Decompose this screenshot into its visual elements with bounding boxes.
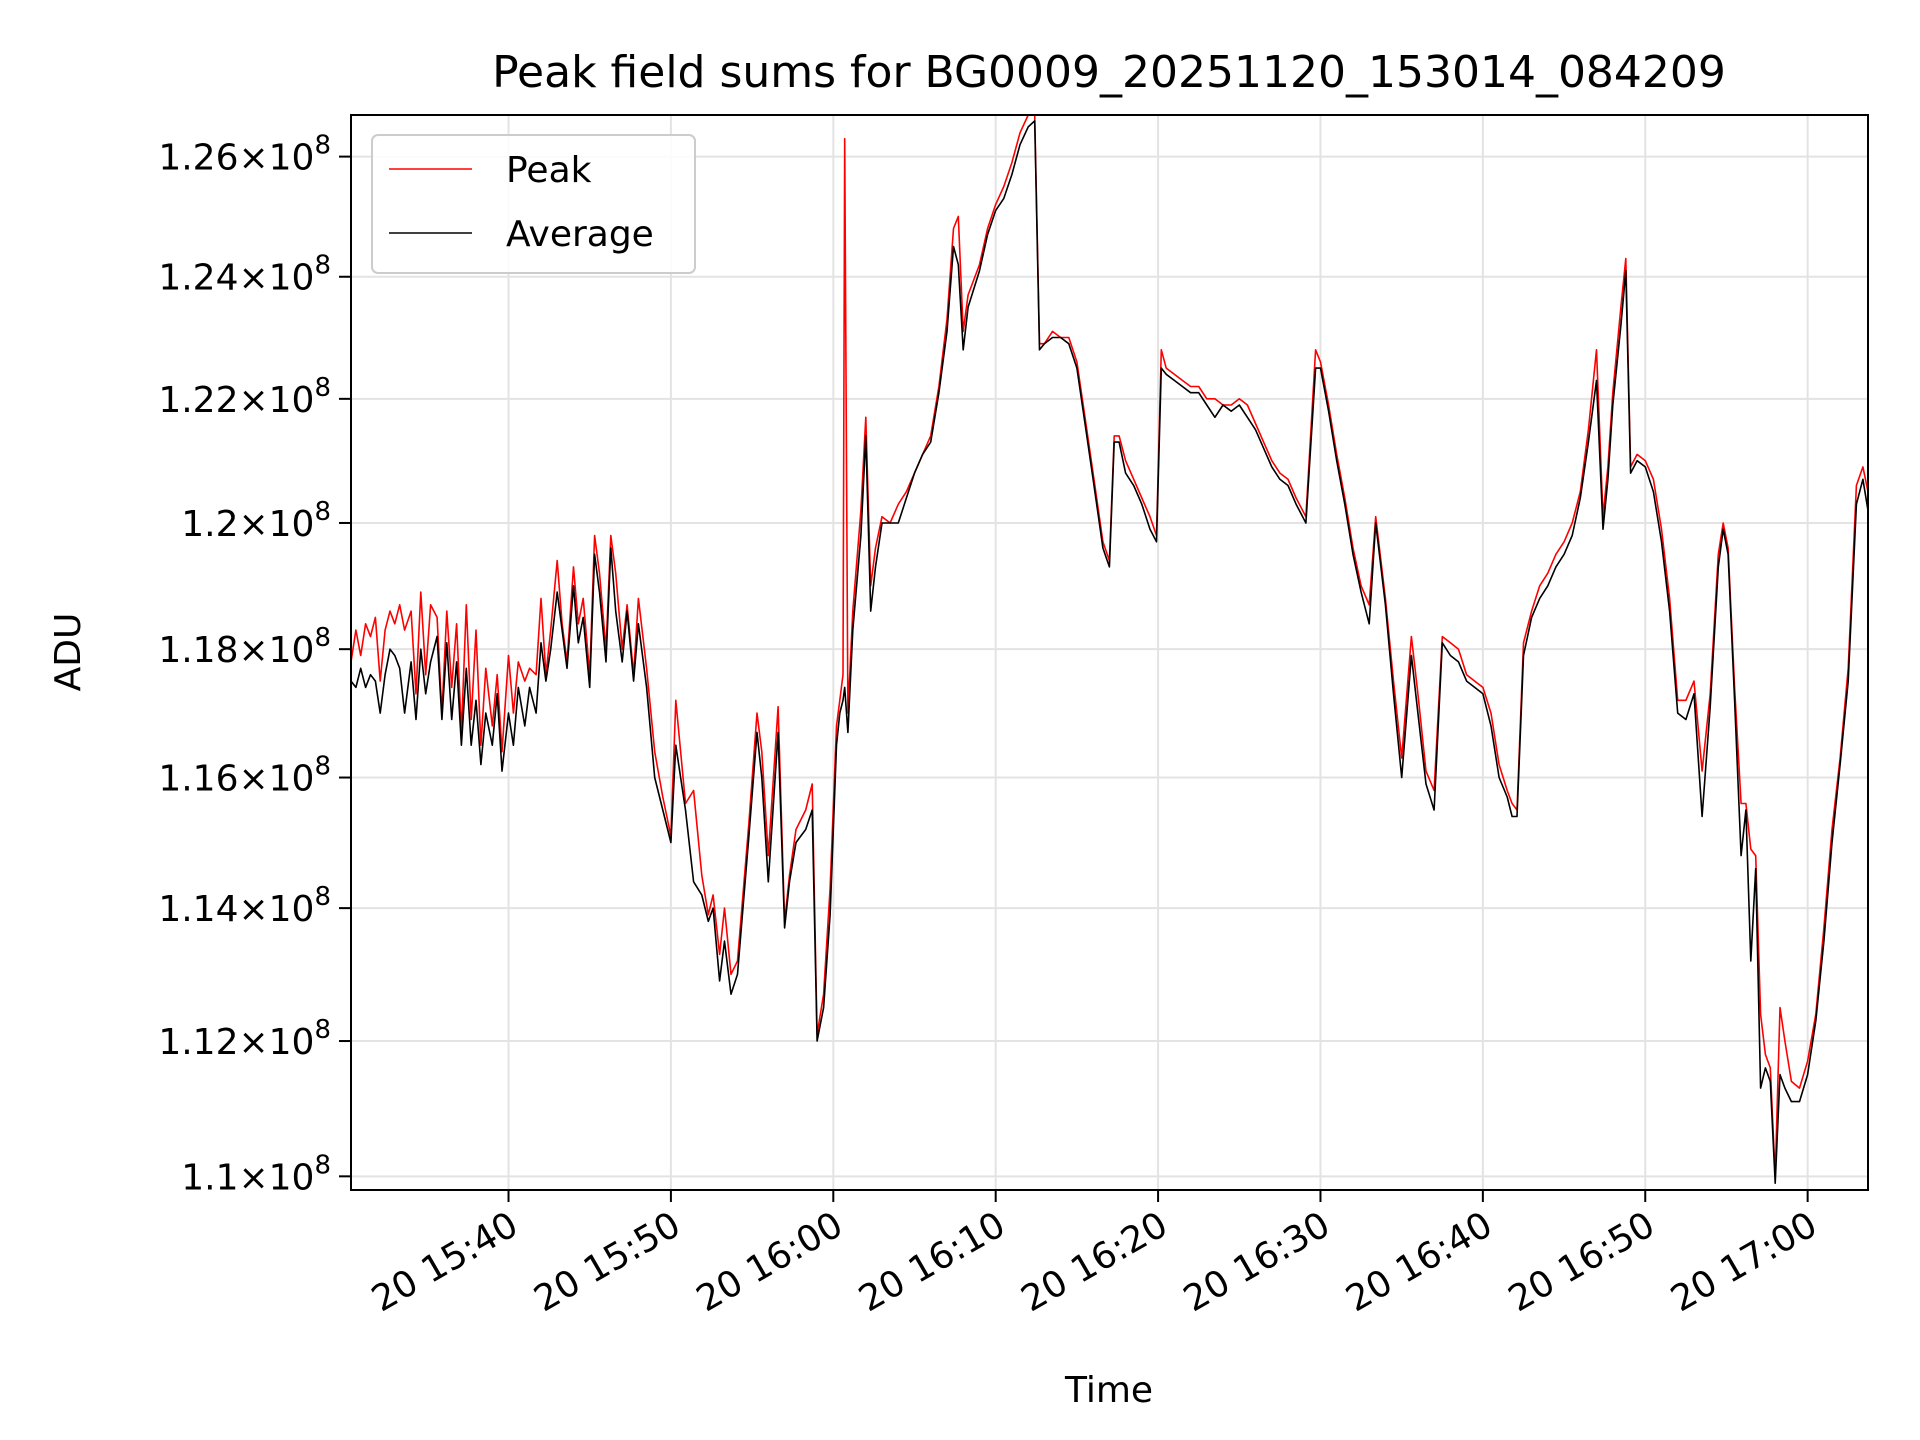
- y-tick-label: 1.18×108: [158, 623, 331, 671]
- y-tick-label: 1.24×108: [158, 251, 331, 299]
- y-tick-label: 1.14×108: [158, 882, 331, 930]
- legend: Peak Average: [371, 134, 696, 274]
- plot-frame: [350, 114, 1869, 1191]
- y-tick-label: 1.16×108: [158, 752, 331, 800]
- y-tick-label: 1.26×108: [158, 131, 331, 179]
- chart-title: Peak field sums for BG0009_20251120_1530…: [492, 47, 1726, 98]
- legend-label-average: Average: [506, 214, 654, 255]
- y-axis-label: ADU: [48, 613, 89, 692]
- legend-label-peak: Peak: [506, 150, 592, 191]
- y-tick-label: 1.22×108: [158, 373, 331, 421]
- series-line-average: [350, 120, 1869, 1184]
- x-axis-label: Time: [1064, 1370, 1153, 1411]
- y-tick-label: 1.12×108: [158, 1015, 331, 1063]
- y-axis: 1.1×108 1.12×108 1.14×108 1.16×108 1.18×108 1…: [158, 131, 351, 1198]
- series-layer: [350, 114, 1869, 1184]
- y-tick-label: 1.1×108: [181, 1150, 331, 1198]
- y-tick-label: 1.2×108: [181, 497, 331, 545]
- grid: [351, 115, 1868, 1190]
